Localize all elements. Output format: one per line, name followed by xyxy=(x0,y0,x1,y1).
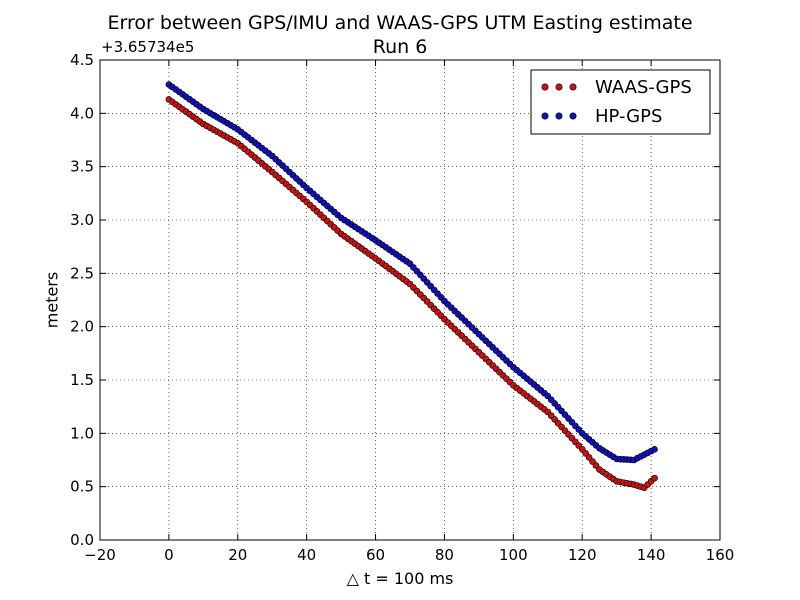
x-tick-label: 40 xyxy=(297,546,316,564)
y-tick-label: 0.5 xyxy=(70,478,94,496)
y-tick-label: 2.5 xyxy=(70,264,94,282)
y-tick-label: 4.0 xyxy=(70,104,94,122)
legend-label: WAAS-GPS xyxy=(595,77,692,98)
chart-title: Error between GPS/IMU and WAAS-GPS UTM E… xyxy=(107,12,693,34)
x-tick-label: 0 xyxy=(164,546,174,564)
plot-frame xyxy=(99,59,721,541)
chart-subtitle: Run 6 xyxy=(372,36,428,58)
x-tick-label: 140 xyxy=(637,546,666,564)
y-tick-label: 3.0 xyxy=(70,211,94,229)
x-tick-label: 80 xyxy=(435,546,454,564)
y-axis-offset-label: +3.65734e5 xyxy=(101,38,195,56)
legend-marker xyxy=(555,83,563,91)
x-tick-label: −20 xyxy=(84,546,116,564)
legend-marker xyxy=(541,112,549,120)
y-tick-label: 2.0 xyxy=(70,318,94,336)
y-tick-label: 1.5 xyxy=(70,371,94,389)
x-tick-label: 20 xyxy=(228,546,247,564)
data-point xyxy=(651,474,658,482)
x-axis-label: △ t = 100 ms xyxy=(346,569,454,588)
x-tick-label: 60 xyxy=(366,546,385,564)
legend-marker xyxy=(569,112,577,120)
y-tick-label: 4.5 xyxy=(70,51,94,69)
legend-marker xyxy=(541,83,549,91)
y-tick-label: 0.0 xyxy=(70,531,94,549)
axis-ticks: −20 0 20 40 60 80 100 120 140 160 0.0 0.5 1.0 1.5 2.0 2… xyxy=(70,51,734,564)
legend-marker xyxy=(569,83,577,91)
legend: WAAS-GPS HP-GPS xyxy=(530,69,711,135)
series-waas-gps xyxy=(165,96,658,492)
series-hp-gps xyxy=(165,81,658,464)
x-tick-label: 120 xyxy=(568,546,597,564)
legend-marker xyxy=(555,112,563,120)
y-tick-label: 1.0 xyxy=(70,424,94,442)
legend-box xyxy=(530,69,711,135)
legend-label: HP-GPS xyxy=(595,106,662,127)
x-tick-label: 100 xyxy=(499,546,528,564)
x-tick-label: 160 xyxy=(706,546,735,564)
y-tick-label: 3.5 xyxy=(70,158,94,176)
data-points xyxy=(165,81,658,492)
data-point xyxy=(651,446,658,453)
